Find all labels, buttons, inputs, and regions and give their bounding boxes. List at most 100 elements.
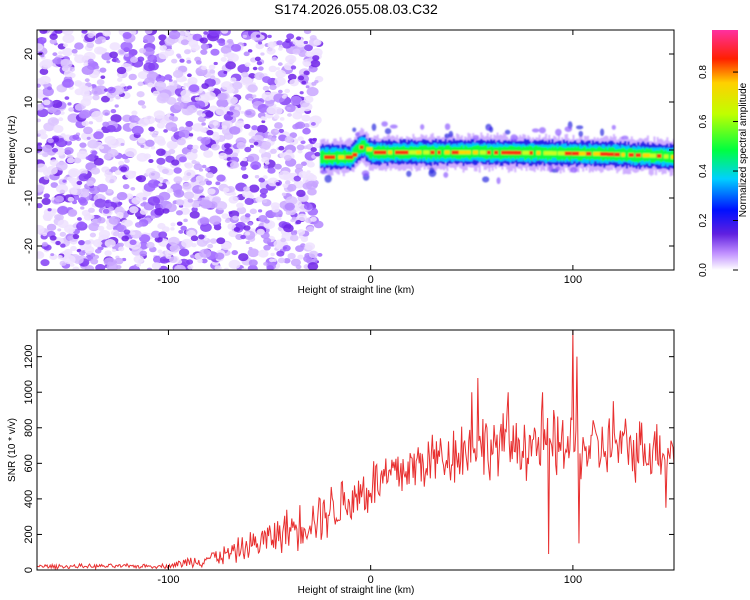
heatmap-noise-cell [240, 234, 246, 240]
heatmap-noise-cell [39, 68, 49, 76]
heatmap-noise-cell [37, 163, 48, 173]
heatmap-noise-cell [37, 203, 43, 209]
heatmap-y-tick-label: -10 [23, 190, 35, 206]
heatmap-noise-cell [190, 254, 195, 258]
heatmap-noise-cell [83, 51, 96, 61]
heatmap-noise-cell [176, 199, 185, 206]
heatmap-noise-cell [87, 139, 100, 149]
heatmap-ridge-core [614, 152, 620, 157]
heatmap-noise-cell [111, 58, 117, 62]
heatmap-noise-cell [117, 77, 123, 82]
heatmap-noise-cell [203, 150, 214, 158]
heatmap-ridge-cell [420, 145, 423, 159]
heatmap-noise-cell [178, 156, 187, 163]
heatmap-noise-cell [83, 62, 89, 67]
heatmap-noise-cell [209, 238, 218, 244]
heatmap-noise-cell [261, 120, 266, 124]
heatmap-noise-cell [244, 213, 251, 218]
heatmap-noise-cell [224, 218, 231, 224]
heatmap-ridge-core [557, 151, 567, 156]
heatmap-noise-cell [37, 118, 42, 123]
heatmap-noise-cell [91, 150, 98, 156]
heatmap-noise-cell [139, 234, 151, 243]
heatmap-noise-cell [101, 95, 110, 103]
heatmap-noise-cell [130, 56, 139, 63]
heatmap-noise-cell [238, 253, 249, 262]
heatmap-ridge-cell [619, 148, 622, 161]
heatmap-noise-cell [264, 161, 270, 165]
heatmap-noise-cell [290, 230, 298, 236]
snr-y-tick-label: 800 [23, 419, 35, 437]
heatmap-noise-cell [307, 262, 319, 270]
heatmap-noise-cell [262, 85, 270, 91]
heatmap-noise-cell [146, 267, 153, 270]
heatmap-ridge-core [359, 145, 364, 150]
heatmap-noise-cell [60, 243, 66, 248]
heatmap-noise-cell [276, 216, 282, 221]
heatmap-noise-cell [90, 258, 99, 265]
heatmap-noise-cell [158, 265, 169, 270]
heatmap-noise-cell [64, 147, 74, 155]
heatmap-noise-cell [313, 220, 324, 229]
heatmap-noise-cell [259, 188, 268, 195]
heatmap-noise-cell [248, 72, 256, 79]
heatmap-noise-cell [77, 197, 87, 204]
heatmap-noise-cell [292, 111, 303, 120]
heatmap-noise-cell [187, 198, 194, 203]
heatmap-noise-cell [283, 154, 292, 161]
heatmap-noise-cell [310, 216, 317, 222]
heatmap-y-tick-label: -20 [23, 238, 35, 254]
heatmap-noise-cell [245, 110, 252, 116]
heatmap-noise-cell [52, 137, 60, 143]
heatmap-noise-cell [76, 180, 83, 186]
heatmap-noise-cell [47, 138, 54, 144]
heatmap-noise-cell [210, 143, 220, 151]
heatmap-noise-cell [310, 59, 321, 68]
heatmap-noise-cell [293, 175, 302, 182]
heatmap-noise-cell [314, 142, 322, 148]
colorbar-ticks: 0.0 0.2 0.4 0.6 0.8 [698, 65, 738, 277]
heatmap-ridge-cell [499, 146, 502, 160]
heatmap-noise-cell [241, 71, 249, 78]
heatmap-noise-cell [312, 137, 317, 142]
heatmap-noise-cell [223, 187, 230, 193]
heatmap-noise-cell [270, 252, 275, 257]
heatmap-ridge-core [656, 154, 662, 158]
heatmap-noise-cell [186, 151, 198, 161]
heatmap-noise-cell [104, 112, 109, 116]
heatmap-noise-cell [148, 158, 154, 163]
heatmap-noise-cell [215, 200, 228, 211]
heatmap-noise-cell [67, 176, 74, 182]
heatmap-noise-cell [173, 167, 182, 174]
heatmap-noise-cell [244, 62, 251, 67]
heatmap-noise-cell [176, 138, 186, 146]
heatmap-noise-cell [136, 263, 142, 267]
heatmap-noise-cell [197, 116, 206, 123]
heatmap-noise-cell [164, 74, 173, 81]
heatmap-noise-cell [305, 172, 315, 180]
heatmap-ridge-core [402, 150, 409, 155]
heatmap-ridge-core [437, 150, 441, 155]
heatmap-noise-cell [51, 99, 63, 109]
heatmap-noise-cell [229, 161, 240, 169]
heatmap-ridge-core [593, 151, 602, 156]
heatmap-noise-cell [54, 30, 64, 34]
heatmap-ridge-cell [434, 147, 438, 160]
heatmap-noise-cell [136, 91, 145, 98]
heatmap-noise-cell [220, 56, 227, 62]
heatmap-ridge-cell [352, 127, 357, 132]
heatmap-noise-cell [178, 248, 190, 257]
heatmap-x-tick-label: -100 [157, 274, 179, 286]
heatmap-noise-cell [214, 265, 222, 270]
heatmap-noise-cell [276, 245, 282, 250]
heatmap-ridge-core [444, 150, 450, 155]
heatmap-noise-cell [40, 259, 50, 267]
heatmap-noise-cell [303, 203, 313, 211]
heatmap-noise-cell [276, 40, 283, 46]
heatmap-noise-cell [37, 83, 41, 88]
heatmap-noise-cell [140, 202, 146, 207]
heatmap-noise-cell [242, 34, 248, 38]
heatmap-noise-cell [232, 215, 239, 221]
heatmap-noise-cell [154, 81, 167, 91]
heatmap-ridge-core [352, 152, 358, 157]
